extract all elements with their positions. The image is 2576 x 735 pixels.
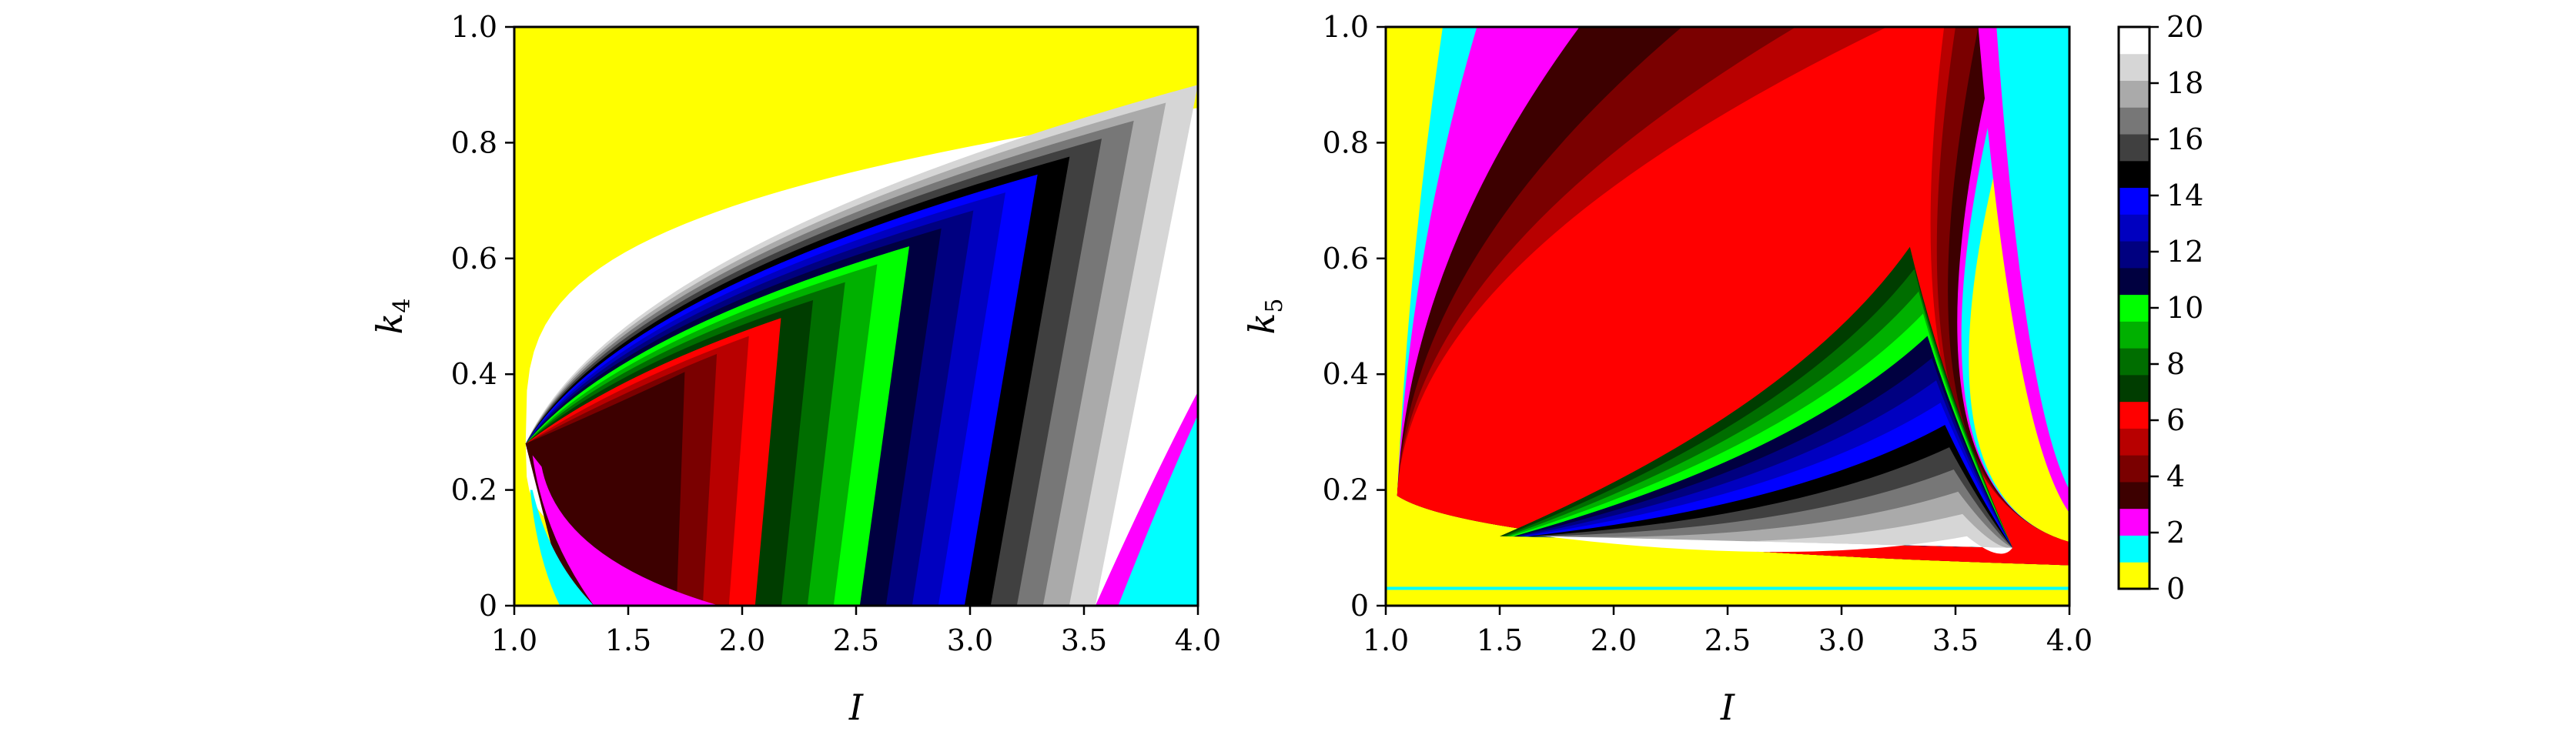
x-tick-label: 3.0 <box>947 623 993 657</box>
colorbar-cell-10 <box>2119 294 2149 322</box>
colorbar-tick-label: 4 <box>2166 459 2185 493</box>
right-x-ticks: 1.0 1.5 2.0 2.5 3.0 3.5 4.0 <box>1363 606 2093 657</box>
y-tick-label: 0.6 <box>451 242 497 276</box>
x-tick-label: 2.5 <box>833 623 879 657</box>
colorbar-cell-11 <box>2119 267 2149 296</box>
colorbar-cell-15 <box>2119 160 2149 189</box>
colorbar-tick-label: 18 <box>2166 66 2203 100</box>
region-value-2 <box>532 455 720 606</box>
left-x-axis-label: I <box>848 687 864 728</box>
region-value-20 <box>1545 536 2012 554</box>
left-x-ticks: 1.0 1.5 2.0 2.5 3.0 3.5 4.0 <box>491 606 1221 657</box>
colorbar-tick-label: 10 <box>2166 291 2203 325</box>
y-tick-label: 0 <box>1350 589 1369 623</box>
colorbar-cell-5 <box>2119 428 2149 456</box>
x-tick-label: 3.5 <box>1932 623 1979 657</box>
region-value-1 <box>530 489 594 606</box>
colorbar-cell-19 <box>2119 53 2149 82</box>
left-y-ticks: 0 0.2 0.4 0.6 0.8 1.0 <box>451 10 514 623</box>
y-tick-label: 0.8 <box>1323 125 1369 159</box>
x-tick-label: 3.0 <box>1818 623 1865 657</box>
colorbar-tick-label: 20 <box>2166 10 2203 44</box>
colorbar-cell-17 <box>2119 107 2149 135</box>
y-tick-label: 0.8 <box>451 125 497 159</box>
left-heatmap <box>514 27 1198 606</box>
left-y-axis-label: k4 <box>369 299 416 335</box>
colorbar-cell-3 <box>2119 481 2149 509</box>
right-y-axis-label: k5 <box>1241 299 1288 335</box>
colorbar-cell-12 <box>2119 241 2149 269</box>
y-tick-label: 0.2 <box>451 473 497 507</box>
colorbar: 0 2 4 6 8 10 12 14 16 18 20 <box>2117 10 2203 606</box>
y-tick-label: 0.4 <box>451 357 497 391</box>
colorbar-cells <box>2119 27 2149 590</box>
x-tick-label: 1.0 <box>1363 623 1409 657</box>
colorbar-cell-20 <box>2119 27 2149 55</box>
right-heatmap <box>1386 27 2069 606</box>
colorbar-cell-2 <box>2119 508 2149 536</box>
colorbar-cell-1 <box>2119 535 2149 563</box>
right-x-axis-label: I <box>1720 687 1735 728</box>
colorbar-tick-label: 2 <box>2166 516 2185 550</box>
region-value-1 <box>1996 27 2069 490</box>
y-tick-label: 0 <box>479 589 497 623</box>
right-y-ticks: 0 0.2 0.4 0.6 0.8 1.0 <box>1323 10 1386 623</box>
colorbar-tick-label: 8 <box>2166 347 2185 381</box>
x-tick-label: 2.0 <box>719 623 765 657</box>
colorbar-cell-7 <box>2119 374 2149 403</box>
x-tick-label: 1.5 <box>605 623 651 657</box>
left-panel: 1.0 1.5 2.0 2.5 3.0 3.5 4.0 0 0.2 0.4 0.6 0.8 1.0 I… <box>369 10 1221 728</box>
colorbar-cell-8 <box>2119 348 2149 376</box>
y-tick-label: 0.2 <box>1323 473 1369 507</box>
x-tick-label: 2.0 <box>1591 623 1637 657</box>
colorbar-ticks: 0 2 4 6 8 10 12 14 16 18 20 <box>2149 10 2203 606</box>
colorbar-tick-label: 0 <box>2166 572 2185 606</box>
x-tick-label: 4.0 <box>1175 623 1221 657</box>
colorbar-tick-label: 14 <box>2166 179 2203 212</box>
y-tick-label: 0.6 <box>1323 242 1369 276</box>
colorbar-cell-16 <box>2119 134 2149 162</box>
y-tick-label: 1.0 <box>1323 10 1369 44</box>
x-tick-label: 4.0 <box>2046 623 2093 657</box>
x-tick-label: 1.0 <box>491 623 537 657</box>
colorbar-cell-9 <box>2119 321 2149 349</box>
colorbar-tick-label: 12 <box>2166 235 2203 269</box>
y-tick-label: 1.0 <box>451 10 497 44</box>
colorbar-cell-18 <box>2119 80 2149 108</box>
colorbar-cell-0 <box>2119 562 2149 590</box>
colorbar-cell-4 <box>2119 455 2149 483</box>
x-tick-label: 1.5 <box>1477 623 1523 657</box>
colorbar-cell-6 <box>2119 401 2149 429</box>
x-tick-label: 2.5 <box>1705 623 1751 657</box>
colorbar-tick-label: 16 <box>2166 122 2203 156</box>
colorbar-cell-13 <box>2119 214 2149 242</box>
colorbar-cell-14 <box>2119 187 2149 215</box>
right-panel: 1.0 1.5 2.0 2.5 3.0 3.5 4.0 0 0.2 0.4 0.6 0.8 1.0 I… <box>1241 10 2093 728</box>
region-value-1 <box>1118 414 1198 606</box>
y-tick-label: 0.4 <box>1323 357 1369 391</box>
colorbar-tick-label: 6 <box>2166 403 2185 437</box>
region-value-1 <box>1386 586 2069 590</box>
x-tick-label: 3.5 <box>1061 623 1107 657</box>
